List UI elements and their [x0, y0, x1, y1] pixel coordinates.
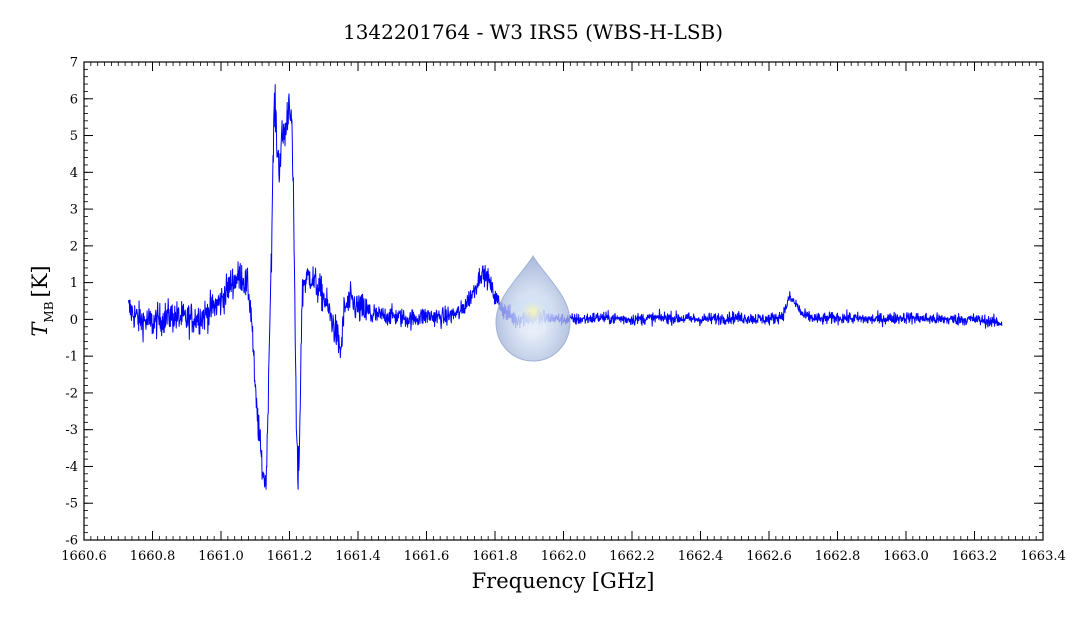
y-tick-label: 2 — [70, 239, 78, 254]
series-line-spectrum — [128, 84, 1003, 490]
y-tick-label: 7 — [70, 56, 78, 71]
x-tick-label: 1662.4 — [678, 549, 724, 564]
y-axis-title: TMB [K] — [28, 265, 56, 336]
y-tick-label: -5 — [65, 497, 78, 512]
svg-text:TMB[K]: TMB [K] — [28, 265, 56, 336]
x-axis-title: Frequency [GHz] — [472, 569, 655, 593]
y-tick-label: -2 — [65, 386, 78, 401]
y-axis-tick-labels: -6 -5 -4 -3 -2 -1 0 1 2 3 4 5 6 7 — [65, 56, 78, 549]
hifi-drop-watermark: HIFI — [495, 255, 571, 362]
y-tick-label: 0 — [70, 313, 78, 328]
y-axis-ticks — [84, 61, 1043, 541]
x-tick-label: 1660.8 — [130, 549, 176, 564]
x-tick-label: 1661.6 — [404, 549, 450, 564]
x-tick-label: 1662.6 — [746, 549, 792, 564]
y-tick-label: 5 — [70, 129, 78, 144]
x-tick-label: 1663.4 — [1020, 549, 1066, 564]
y-tick-label: 3 — [70, 203, 78, 218]
y-tick-label: -6 — [65, 534, 78, 549]
x-tick-label: 1662.8 — [815, 549, 861, 564]
y-tick-label: 4 — [70, 166, 78, 181]
y-axis-title-symbol: T — [28, 321, 52, 337]
x-tick-label: 1662.2 — [609, 549, 655, 564]
x-tick-label: 1661.0 — [198, 549, 244, 564]
x-axis-tick-labels: 1660.6 1660.8 1661.0 1661.2 1661.4 1661.6 1661… — [61, 549, 1066, 564]
x-tick-label: 1663.0 — [883, 549, 929, 564]
y-tick-label: 1 — [70, 276, 78, 291]
x-tick-label: 1660.6 — [61, 549, 107, 564]
watermark-label: HIFI — [519, 322, 546, 336]
x-tick-label: 1661.2 — [267, 549, 313, 564]
y-axis-title-unit: [K] — [28, 265, 52, 297]
x-tick-label: 1661.8 — [472, 549, 518, 564]
y-tick-label: -1 — [65, 350, 78, 365]
y-tick-label: -4 — [65, 460, 78, 475]
y-tick-label: 6 — [70, 92, 78, 107]
x-tick-label: 1662.0 — [541, 549, 587, 564]
chart-title: 1342201764 - W3 IRS5 (WBS-H-LSB) — [343, 20, 723, 44]
x-tick-label: 1661.4 — [335, 549, 381, 564]
y-axis-title-subscript: MB — [42, 301, 56, 322]
y-tick-label: -3 — [65, 423, 78, 438]
x-axis-ticks — [83, 62, 1044, 540]
x-tick-label: 1663.2 — [952, 549, 998, 564]
